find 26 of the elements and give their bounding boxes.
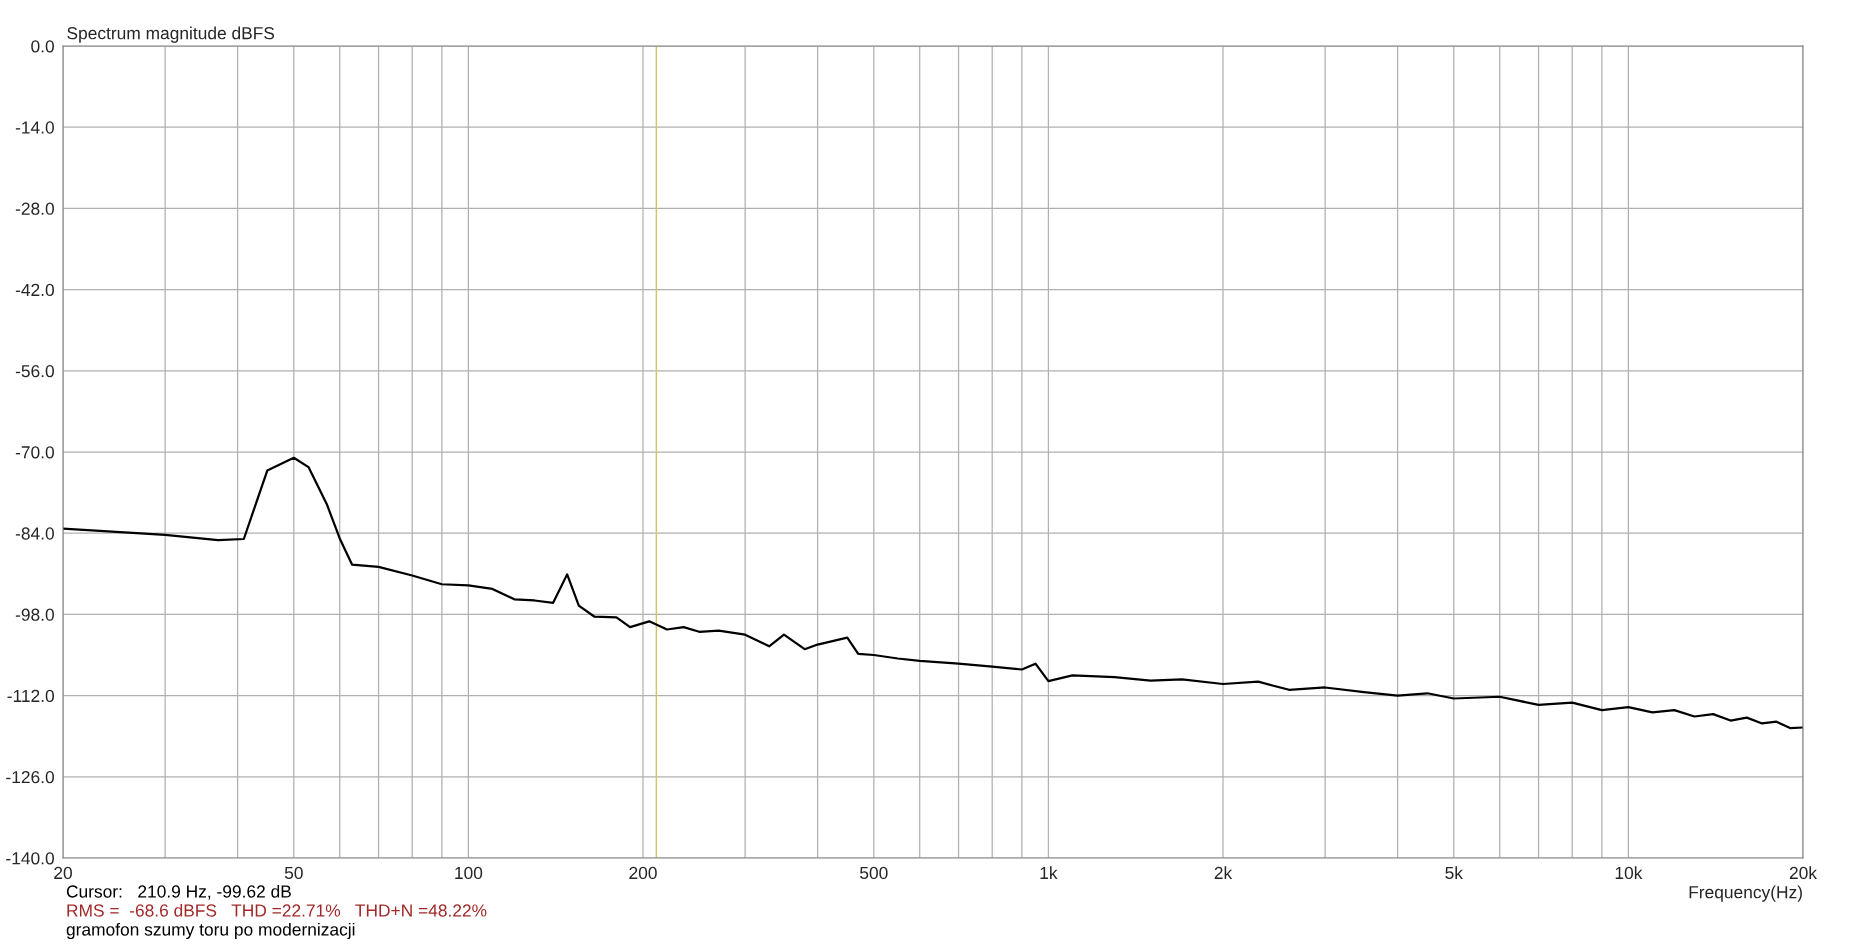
text: gramofon szumy toru po modernizacji	[66, 922, 355, 940]
x-tick-label: 5k	[1445, 866, 1463, 880]
x-tick-label: 20k	[1789, 866, 1818, 880]
x-tick-label: 2k	[1214, 866, 1233, 879]
x-tick-label: 500	[860, 866, 888, 880]
chart-title: Spectrum magnitude dBFS	[67, 26, 275, 43]
x-tick-label: 20	[54, 866, 72, 880]
x-tick-label: 1k	[1040, 866, 1058, 879]
y-tick-label: -126.0	[6, 770, 54, 784]
x-tick-label: 10k	[1615, 866, 1643, 880]
y-tick-label: 0.0	[31, 40, 54, 53]
x-axis-title: Frequency(Hz)	[1689, 885, 1802, 902]
y-tick-label: -140.0	[6, 852, 54, 865]
y-tick-label: -98.0	[15, 608, 54, 621]
y-tick-label: -112.0	[7, 689, 54, 703]
x-tick-label: 100	[455, 866, 483, 880]
y-tick-label: -56.0	[15, 364, 54, 378]
y-tick-label: -70.0	[15, 446, 54, 459]
x-tick-label: 50	[284, 866, 303, 880]
text: Cursor: 210.9 Hz, -99.62 dB	[66, 884, 291, 900]
y-tick-label: -28.0	[15, 202, 54, 215]
y-tick-label: -14.0	[15, 121, 54, 134]
x-tick-label: 200	[629, 866, 657, 880]
y-tick-label: -84.0	[15, 527, 54, 540]
text: RMS = -68.6 dBFS THD =22.71% THD+N =48.22%	[67, 903, 487, 917]
y-tick-label: -42.0	[15, 283, 54, 297]
